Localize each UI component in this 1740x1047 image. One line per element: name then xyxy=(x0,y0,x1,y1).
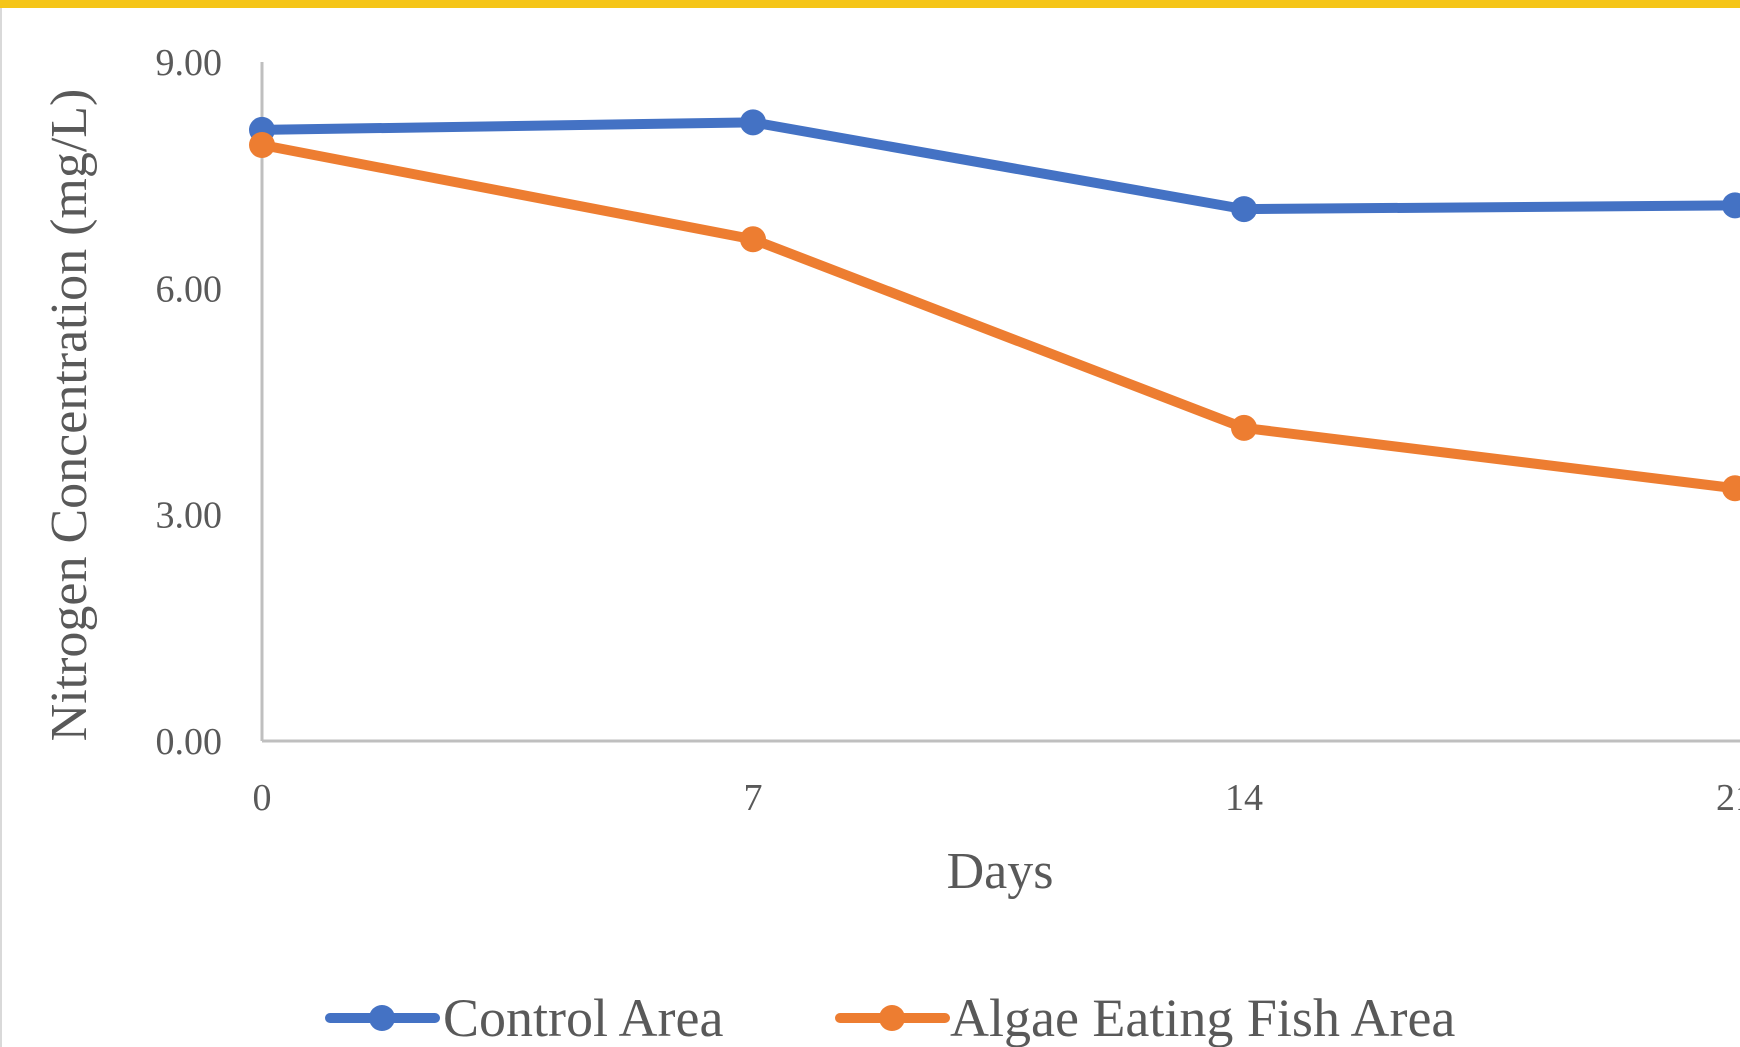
legend-swatch-marker xyxy=(369,1005,395,1031)
top-accent-bar xyxy=(0,0,1740,8)
x-tick-label: 21 xyxy=(1716,777,1740,819)
chart-legend: Control Area Algae Eating Fish Area xyxy=(325,988,1455,1047)
left-border xyxy=(0,8,2,1047)
legend-label: Algae Eating Fish Area xyxy=(950,988,1455,1047)
data-point xyxy=(1231,196,1257,223)
data-point xyxy=(1722,192,1740,219)
legend-item: Control Area xyxy=(325,988,723,1047)
y-tick-labels: 0.00 3.00 6.00 9.00 xyxy=(156,42,223,763)
series-line xyxy=(257,139,1740,494)
legend-label: Control Area xyxy=(443,988,723,1047)
data-point xyxy=(1231,414,1257,441)
data-point xyxy=(740,226,766,253)
data-point xyxy=(249,131,275,158)
x-axis-title: Days xyxy=(947,843,1054,900)
series-2 xyxy=(249,131,1740,502)
x-tick-label: 7 xyxy=(744,777,763,819)
y-tick-label: 6.00 xyxy=(156,268,223,310)
data-point xyxy=(1722,475,1740,502)
legend-item: Algae Eating Fish Area xyxy=(835,988,1455,1047)
series-layer xyxy=(249,109,1740,502)
y-axis-title: Nitrogen Concentration (mg/L) xyxy=(41,89,98,742)
y-tick-label: 3.00 xyxy=(156,495,223,537)
series-line xyxy=(257,117,1740,215)
y-tick-label: 0.00 xyxy=(156,721,223,763)
series-1 xyxy=(249,109,1740,223)
y-tick-label: 9.00 xyxy=(156,42,223,84)
x-tick-label: 14 xyxy=(1225,777,1263,819)
x-tick-label: 0 xyxy=(253,777,272,819)
data-point xyxy=(740,109,766,136)
chart-axes xyxy=(260,62,1740,743)
legend-swatch-marker xyxy=(879,1005,905,1031)
x-tick-labels: 0 7 14 21 xyxy=(253,777,1740,819)
